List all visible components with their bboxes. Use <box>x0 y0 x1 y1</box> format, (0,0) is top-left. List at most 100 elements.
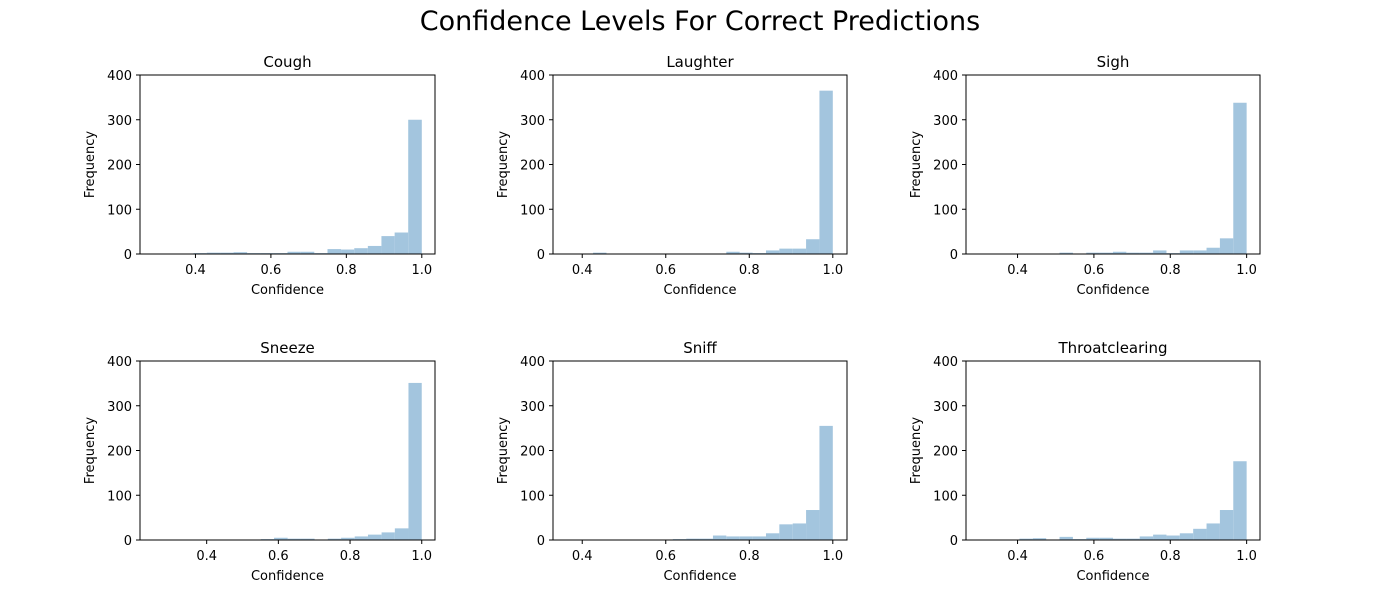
histogram-bar <box>381 532 395 540</box>
histogram-bar <box>1019 538 1033 540</box>
x-tick-label: 0.6 <box>1084 549 1105 564</box>
histogram-bar <box>300 251 315 254</box>
x-axis-label: Confidence <box>1076 283 1149 298</box>
subplot-throatclearing: 0.4 0.6 0.8 1.0 0 100 200 300 400 Throatclearing C… <box>909 339 1261 584</box>
x-tick-label: 1.0 <box>822 263 843 278</box>
subplot-sneeze: 0.4 0.6 0.8 1.0 0 100 200 300 400 Sneeze Confidenc… <box>83 339 436 584</box>
histogram-bar <box>367 245 382 254</box>
histogram-bar <box>1166 535 1180 540</box>
y-tick-label: 300 <box>107 400 132 415</box>
y-tick-label: 300 <box>520 400 545 415</box>
x-tick-label: 0.8 <box>336 263 357 278</box>
histogram-bar <box>765 533 780 540</box>
histogram-bar <box>1153 250 1167 254</box>
x-axis-label: Confidence <box>663 569 736 584</box>
y-tick-label: 200 <box>107 159 132 174</box>
x-axis-label: Confidence <box>251 569 324 584</box>
histogram-bar <box>1193 250 1207 254</box>
x-tick-label: 0.8 <box>340 549 361 564</box>
x-tick-label: 0.8 <box>739 549 760 564</box>
histogram-bar <box>1233 102 1247 255</box>
histogram-bar <box>287 538 301 540</box>
y-tick-label: 0 <box>950 248 958 263</box>
histogram-bar <box>408 119 422 254</box>
histogram-bar <box>1086 252 1100 254</box>
y-tick-label: 400 <box>933 355 958 370</box>
y-axis-label: Frequency <box>83 131 98 198</box>
subplot-sniff: 0.4 0.6 0.8 1.0 0 100 200 300 400 Sniff Confidence… <box>496 339 848 584</box>
histogram-bar <box>593 252 607 254</box>
x-axis-label: Confidence <box>251 283 324 298</box>
histogram-bar <box>1059 536 1073 540</box>
subplot-sigh: 0.4 0.6 0.8 1.0 0 100 200 300 400 Sigh Confidence F… <box>909 53 1261 298</box>
x-tick-label: 0.4 <box>1007 263 1028 278</box>
axes-frame <box>965 360 1261 541</box>
y-tick-label: 0 <box>537 534 545 549</box>
figure-title: Confidence Levels For Correct Prediction… <box>419 6 981 37</box>
histogram-bar <box>1126 538 1140 540</box>
histogram-bar <box>1153 534 1167 540</box>
y-tick-label: 200 <box>520 445 545 460</box>
histogram-bar <box>206 252 221 254</box>
y-tick-label: 200 <box>520 159 545 174</box>
x-tick-label: 0.4 <box>1007 549 1028 564</box>
histogram-bar <box>712 535 727 540</box>
histogram-bar <box>1206 247 1220 254</box>
x-tick-label: 0.4 <box>572 263 593 278</box>
histogram-bar <box>381 236 395 254</box>
subplot-title: Cough <box>263 53 311 71</box>
y-tick-label: 400 <box>520 355 545 370</box>
histogram-bar <box>327 538 342 540</box>
histogram-bar <box>1032 538 1047 540</box>
x-tick-label: 0.4 <box>572 549 593 564</box>
x-axis-label: Confidence <box>663 283 736 298</box>
subplot-title: Sigh <box>1097 53 1130 71</box>
x-tick-label: 1.0 <box>1236 549 1257 564</box>
histogram-bar <box>752 536 766 540</box>
histogram-bar <box>765 250 780 254</box>
histogram-bar <box>1179 533 1194 540</box>
x-tick-label: 0.8 <box>1160 549 1181 564</box>
histogram-bar <box>367 534 382 540</box>
histogram-bar <box>1113 538 1127 540</box>
histogram-bar <box>408 382 422 540</box>
y-tick-label: 100 <box>933 489 958 504</box>
axes-frame <box>552 74 848 255</box>
histogram-bar <box>1206 523 1220 540</box>
y-tick-label: 400 <box>107 355 132 370</box>
histogram-bar <box>1233 461 1247 540</box>
histogram-bar <box>779 248 793 254</box>
y-tick-label: 400 <box>107 69 132 84</box>
histogram-bar <box>1086 537 1100 540</box>
histogram-bar <box>1099 537 1113 540</box>
y-tick-label: 400 <box>520 69 545 84</box>
x-axis-label: Confidence <box>1076 569 1149 584</box>
y-tick-label: 300 <box>933 114 958 129</box>
y-tick-label: 100 <box>107 203 132 218</box>
subplot-laughter: 0.4 0.6 0.8 1.0 0 100 200 300 400 Laughter Confide… <box>496 53 848 298</box>
histogram-bar <box>354 536 368 540</box>
subplot-cough: 0.4 0.6 0.8 1.0 0 100 200 300 400 Cough Confidence… <box>83 53 436 298</box>
histogram-bar <box>1139 536 1154 540</box>
histogram-bar <box>726 536 740 540</box>
y-axis-label: Frequency <box>83 417 98 484</box>
histogram-bar <box>220 252 234 254</box>
x-tick-label: 0.6 <box>1084 263 1105 278</box>
histogram-bar <box>806 510 820 540</box>
histogram-bar <box>1113 251 1127 254</box>
y-axis-label: Frequency <box>496 417 511 484</box>
axes-frame <box>965 74 1261 255</box>
subplot-title: Sneeze <box>260 339 315 357</box>
x-tick-label: 0.8 <box>739 263 760 278</box>
histogram-bar <box>1126 252 1140 254</box>
y-tick-label: 300 <box>520 114 545 129</box>
histogram-bar <box>341 537 355 540</box>
y-tick-label: 300 <box>933 400 958 415</box>
y-tick-label: 300 <box>107 114 132 129</box>
histogram-bar <box>686 538 700 540</box>
axes-frame <box>139 360 436 541</box>
histogram-bar <box>1139 252 1154 254</box>
y-axis-label: Frequency <box>909 131 924 198</box>
histogram-bar <box>394 232 409 254</box>
histogram-bar <box>739 252 753 254</box>
